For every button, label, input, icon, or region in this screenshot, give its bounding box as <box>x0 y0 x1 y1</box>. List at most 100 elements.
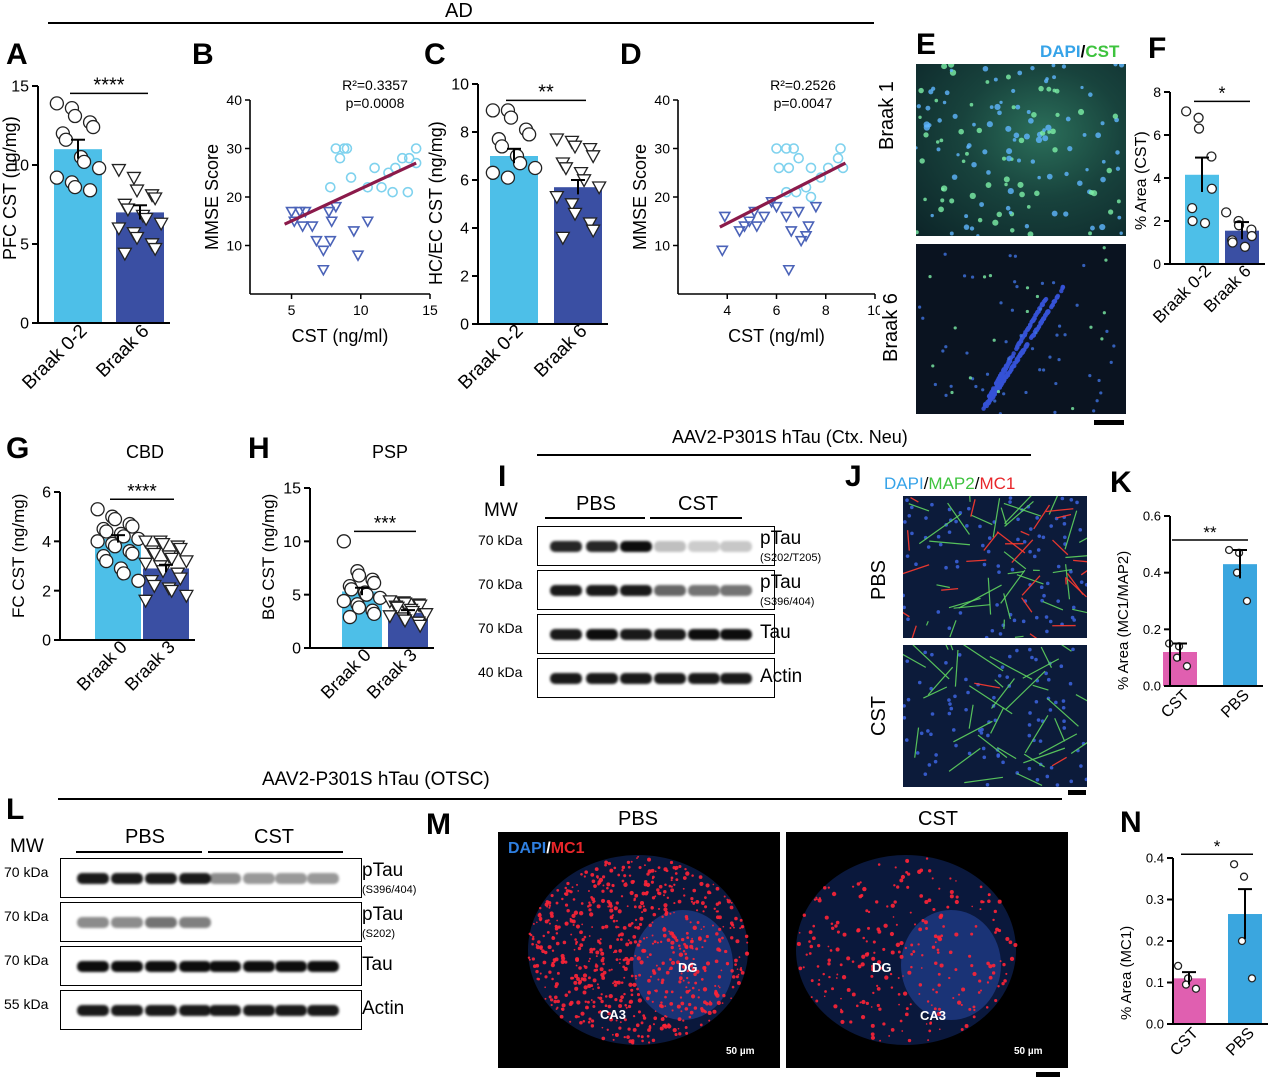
mc1-signal <box>629 956 634 961</box>
mc1-signal <box>924 899 929 905</box>
mc1-signal <box>682 887 685 890</box>
mc1-signal <box>576 1000 581 1005</box>
cell <box>996 389 1001 394</box>
cell <box>988 274 993 278</box>
mc1-signal <box>619 1021 622 1024</box>
mc1-signal <box>680 1010 683 1013</box>
mc1-signal <box>734 963 737 967</box>
point-f-1-7 <box>1239 241 1251 252</box>
cell <box>1055 294 1060 300</box>
j-image-pbs <box>903 496 1087 638</box>
mc1-signal <box>798 931 801 934</box>
mc1-signal <box>641 911 644 914</box>
point-c-1-3 <box>582 142 598 157</box>
mc1-signal <box>572 924 575 927</box>
nucleus <box>1016 537 1020 542</box>
mc1-signal <box>529 933 533 937</box>
blot-i-row-2 <box>537 614 775 654</box>
nucleus <box>947 626 952 631</box>
mc1-signal <box>840 997 842 1000</box>
mc1-signal <box>578 911 584 916</box>
mc1-signal <box>1045 508 1074 513</box>
mc1-signal <box>532 935 535 938</box>
blot-l-row-1 <box>60 902 362 942</box>
cell <box>1037 175 1041 180</box>
point-b-1-7 <box>317 245 330 257</box>
point-c-0-2 <box>503 110 519 125</box>
mc1-signal <box>632 1014 636 1018</box>
nucleus <box>933 759 938 764</box>
mc1-signal <box>904 1012 909 1017</box>
mc1-signal <box>656 941 659 944</box>
neurite <box>1061 645 1072 652</box>
point-a-1-9 <box>153 217 169 232</box>
mc1-signal <box>705 934 709 939</box>
nucleus <box>1061 699 1066 703</box>
band <box>307 1005 339 1016</box>
mc1-signal <box>554 957 559 962</box>
mc1-signal <box>654 989 658 993</box>
mc1-signal <box>632 1027 637 1032</box>
cell <box>1092 409 1096 413</box>
nucleus <box>996 564 1001 568</box>
mc1-signal <box>560 959 565 965</box>
mc1-signal <box>999 960 1002 963</box>
mc1-signal <box>674 868 677 871</box>
mc1-signal <box>640 1021 644 1025</box>
mc1-signal <box>644 879 648 884</box>
mc1-signal <box>661 978 665 982</box>
nucleus <box>923 650 927 655</box>
cell <box>941 64 948 70</box>
point-f-0-7 <box>1199 217 1211 229</box>
band <box>145 917 177 928</box>
nucleus <box>1015 648 1019 653</box>
e-scale-bar <box>1094 420 1124 425</box>
mc1-signal <box>836 930 840 934</box>
nucleus <box>929 686 933 691</box>
mc1-signal <box>705 961 711 966</box>
ytick-label-k-1: 0.2 <box>1143 622 1161 637</box>
mc1-signal <box>907 970 912 975</box>
cell <box>962 274 967 278</box>
mc1-signal <box>574 986 579 991</box>
nucleus <box>1084 777 1087 782</box>
mc1-signal <box>872 940 876 944</box>
otsc-header-title: AAV2-P301S hTau (OTSC) <box>262 769 490 790</box>
mc1-signal <box>550 998 554 1002</box>
mc1-signal <box>740 970 745 975</box>
ytick-label-a-2: 10 <box>11 158 29 175</box>
mc1-signal <box>849 1020 853 1024</box>
mc1-signal <box>561 897 564 901</box>
cell <box>928 275 932 279</box>
point-n-0-2 <box>1181 980 1191 989</box>
nucleus <box>914 562 918 567</box>
neurite <box>1032 684 1049 691</box>
mc1-signal <box>673 902 676 905</box>
mc1-signal <box>647 869 652 874</box>
mc1-signal <box>609 944 613 948</box>
ylabel-a: PFC CST (ng/mg) <box>0 116 20 260</box>
mc1-signal <box>986 961 990 966</box>
point-a-1-14 <box>147 242 163 257</box>
mc1-signal <box>720 969 723 972</box>
cell <box>1100 176 1106 183</box>
mc1-signal <box>897 993 901 996</box>
nucleus <box>1036 718 1041 722</box>
mc1-signal <box>622 925 627 930</box>
cell <box>1044 311 1050 316</box>
cell <box>1030 347 1035 351</box>
m-legend-dapi: DAPI <box>508 840 547 857</box>
mc1-signal <box>631 1041 635 1045</box>
mc1-signal <box>654 870 657 873</box>
mc1-signal <box>734 958 738 963</box>
blot-i-site-0: (S202/T205) <box>760 552 822 564</box>
mc1-signal <box>592 1000 596 1004</box>
band <box>275 961 307 972</box>
point-f-0-2 <box>1193 123 1205 134</box>
mc1-signal <box>562 940 567 945</box>
e-legend: DAPI/CST <box>1040 42 1119 62</box>
band <box>586 585 618 596</box>
point-g-1-19 <box>178 589 194 604</box>
nucleus <box>1068 681 1073 686</box>
mc1-signal <box>541 949 545 954</box>
